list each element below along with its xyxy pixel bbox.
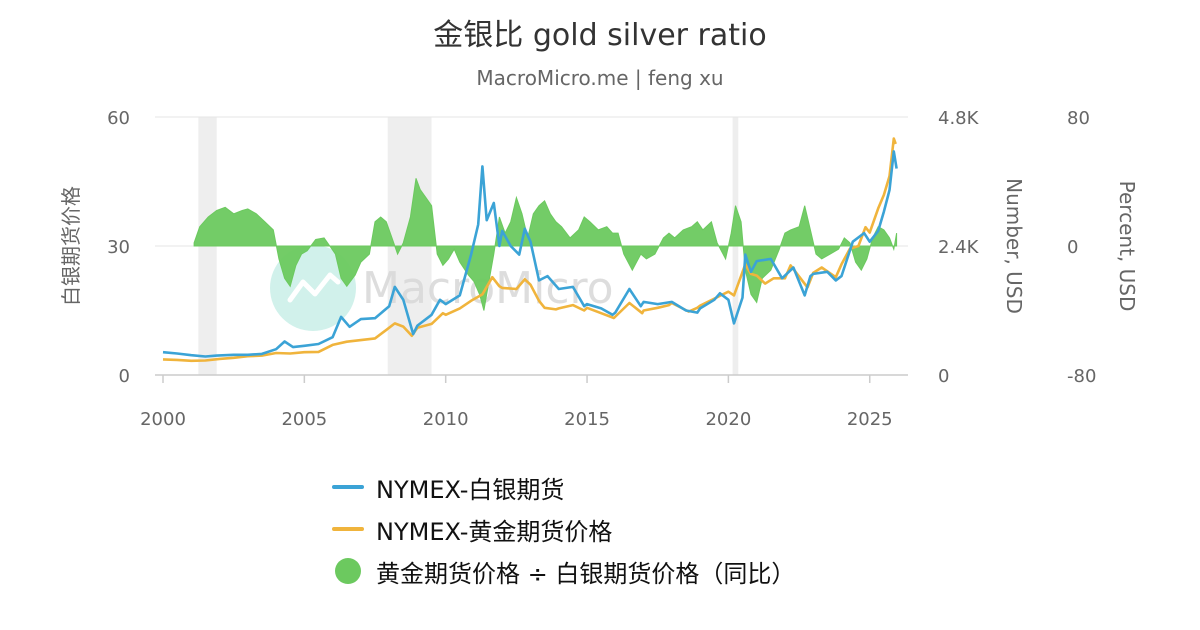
series-area-0 [193, 178, 898, 311]
x-tick-label-5: 2025 [847, 409, 893, 430]
x-tick-label-3: 2015 [564, 409, 610, 430]
x-tick-label-4: 2020 [705, 409, 751, 430]
y-tick-right2-1: 0 [1067, 237, 1078, 258]
price-lines [162, 137, 898, 363]
chart-title: 金银比 gold silver ratio [433, 18, 766, 53]
y-tick-left-2: 60 [107, 108, 130, 129]
y-tick-right1-2: 4.8K [938, 108, 980, 129]
legend-label-ratio: 黄金期货价格 ÷ 白银期货价格（同比） [376, 559, 796, 588]
y-tick-left-1: 30 [107, 237, 130, 258]
x-tick-label-0: 2000 [140, 409, 186, 430]
legend-item-gold[interactable]: NYMEX-黄金期货价格 [332, 508, 795, 550]
y-tick-right2-0: -80 [1067, 366, 1096, 387]
legend-item-ratio[interactable]: 黄金期货价格 ÷ 白银期货价格（同比） [332, 550, 795, 592]
legend-swatch-ratio [335, 558, 361, 584]
legend-swatch-gold [332, 527, 364, 531]
x-tick-label-1: 2005 [281, 409, 327, 430]
right-axis-percent-ticks: -80 0 80 [1067, 108, 1096, 387]
legend-label-silver: NYMEX-白银期货 [376, 475, 565, 504]
ratio-yoy-area [193, 178, 898, 311]
watermark-logo-mark [287, 272, 341, 303]
right-axis-number-ticks: 0 2.4K 4.8K [938, 108, 980, 387]
legend-swatch-silver [332, 485, 364, 489]
y-tick-right2-2: 80 [1067, 108, 1090, 129]
legend-item-silver[interactable]: NYMEX-白银期货 [332, 466, 795, 508]
y-tick-right1-0: 0 [938, 366, 949, 387]
legend: NYMEX-白银期货 NYMEX-黄金期货价格 黄金期货价格 ÷ 白银期货价格（… [332, 466, 795, 592]
x-axis-ticks: 2000 2005 2010 2015 2020 2025 [140, 375, 893, 430]
right-axis-number-title: Number, USD [1002, 178, 1026, 314]
right-axis-percent-title: Percent, USD [1115, 181, 1139, 312]
left-axis-title: 白银期货价格 [59, 186, 83, 306]
y-tick-right1-1: 2.4K [938, 237, 980, 258]
chart-subtitle: MacroMicro.me | feng xu [476, 66, 723, 90]
series-line-0 [162, 137, 897, 363]
x-tick-label-2: 2010 [423, 409, 469, 430]
legend-label-gold: NYMEX-黄金期货价格 [376, 517, 613, 546]
series-line-1 [162, 150, 898, 358]
y-tick-left-0: 0 [119, 366, 130, 387]
left-axis-ticks: 0 30 60 [107, 108, 130, 387]
